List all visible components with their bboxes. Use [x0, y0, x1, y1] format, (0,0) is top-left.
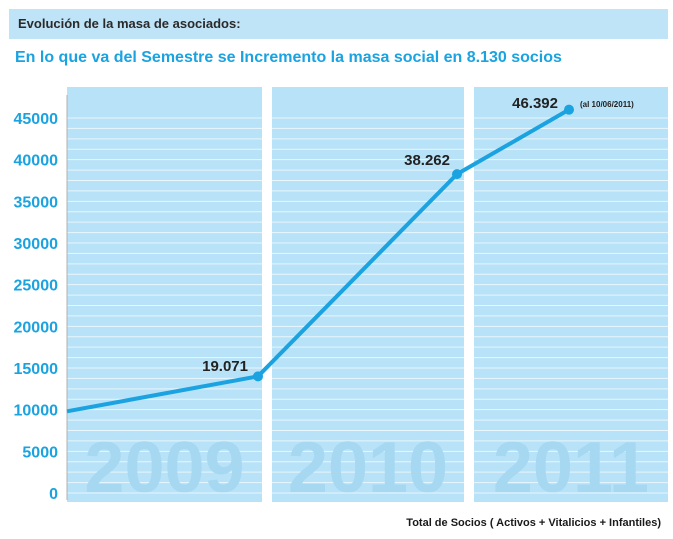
year-label-2011: 2011: [493, 428, 649, 508]
year-label-2009: 2009: [84, 428, 244, 508]
y-tick-label: 45000: [14, 111, 59, 128]
series-line: [66, 104, 574, 414]
year-panels: [67, 87, 668, 502]
y-tick-label: 40000: [14, 153, 59, 170]
data-labels: 19.071 38.262 46.392 (al 10/06/2011): [202, 95, 634, 375]
data-point: [253, 371, 263, 382]
y-tick-label: 15000: [14, 361, 59, 378]
year-panel-2010: [272, 87, 464, 502]
data-label: 46.392: [512, 95, 558, 112]
chart-subtitle: En lo que va del Semestre se Incremento …: [15, 49, 562, 66]
year-labels: 2009 2010 2011: [84, 428, 649, 508]
y-tick-label: 5000: [22, 444, 58, 461]
year-panel-2009: [67, 87, 262, 502]
header-title: Evolución de la masa de asociados:: [18, 16, 241, 31]
header-bar: Evolución de la masa de asociados:: [9, 9, 668, 39]
date-annotation: (al 10/06/2011): [580, 100, 634, 109]
y-tick-label: 25000: [14, 278, 59, 295]
chart-caption: Total de Socios ( Activos + Vitalicios +…: [406, 517, 661, 529]
data-label: 19.071: [202, 358, 248, 375]
y-tick-labels: 0 5000 10000 15000 20000 25000 30000 35000 40000…: [14, 111, 59, 503]
series-polyline: [66, 107, 570, 414]
y-tick-label: 10000: [14, 403, 59, 420]
y-tick-label: 35000: [14, 194, 59, 211]
year-panel-2011: [474, 87, 668, 502]
y-tick-label: 20000: [14, 319, 59, 336]
y-tick-label: 30000: [14, 236, 59, 253]
data-point: [452, 169, 462, 180]
data-label: 38.262: [404, 152, 450, 169]
year-label-2010: 2010: [288, 428, 448, 508]
data-point: [564, 104, 574, 115]
y-tick-label: 0: [49, 486, 58, 503]
